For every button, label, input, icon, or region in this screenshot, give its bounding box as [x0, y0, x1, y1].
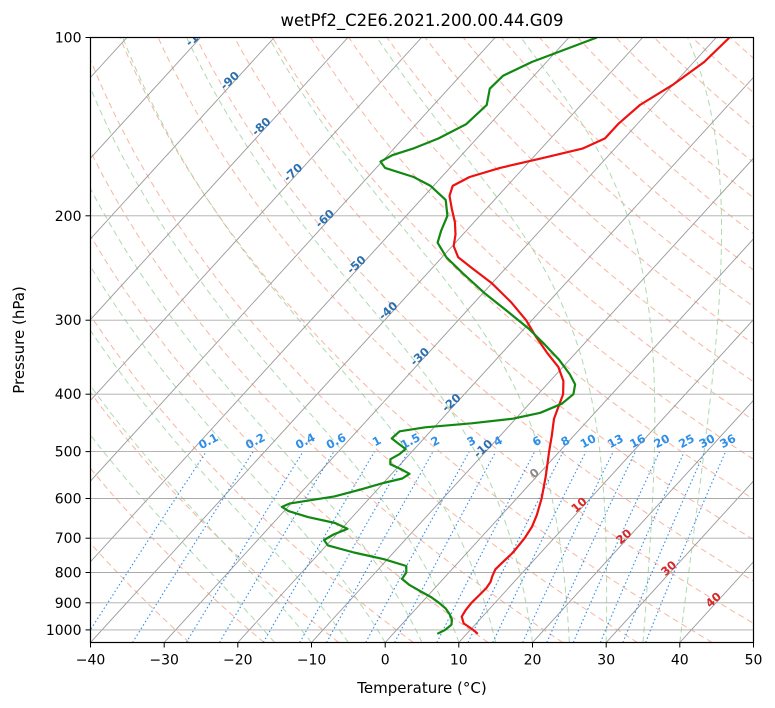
chart-title: wetPf2_C2E6.2021.200.00.44.G09 [280, 11, 563, 31]
dry-adiabat-line [157, 37, 754, 624]
axes: −40 −30 −20 −10 0 10 20 30 40 50 1000 900 800 700 600 5… [46, 31, 763, 669]
moist-adiabat-line [90, 187, 423, 643]
y-tick-label: 1000 [46, 623, 82, 639]
y-axis-title: Pressure (hPa) [10, 286, 28, 394]
skewed-isotherm [90, 37, 643, 643]
plot-frame [89, 36, 755, 644]
skewed-isotherm [311, 157, 754, 643]
mixing-ratio-line [572, 451, 661, 643]
moist-adiabat-line [376, 37, 608, 643]
moist-adiabat-line [122, 37, 497, 643]
x-axis-title: Temperature (°C) [356, 679, 486, 697]
x-tick-label: 10 [450, 653, 468, 669]
x-tick-label: 0 [381, 653, 390, 669]
profile-series [280, 37, 731, 635]
x-tick-label: −40 [76, 653, 106, 669]
mixing-ratio-line [326, 451, 434, 643]
mixing-ratio-line [185, 451, 304, 643]
skewed-isotherm [237, 76, 754, 643]
mixing-ratio-line [599, 451, 685, 643]
moist-adiabat-line [520, 37, 656, 643]
dry-adiabat-line [195, 37, 754, 582]
mixing-ratio-line [132, 451, 254, 643]
mixing-ratio-label: 10 [578, 431, 599, 451]
dry-adiabat-line [90, 150, 564, 643]
dewpoint-profile-line [280, 37, 598, 635]
moist-adiabat-line [90, 265, 386, 643]
skewed-isotherm [90, 37, 275, 240]
y-tick-label: 200 [55, 209, 82, 225]
skewed-isotherm [384, 238, 754, 643]
background-lines [90, 37, 754, 643]
dry-adiabat-line [90, 467, 265, 643]
skewed-isotherm [532, 399, 754, 643]
dry-adiabat-line [90, 58, 638, 643]
mixing-ratio-label: 13 [605, 431, 626, 451]
mixing-ratio-label: 16 [627, 431, 648, 451]
moist-adiabat-line [90, 86, 460, 643]
skewed-isotherm [90, 37, 201, 159]
y-tick-label: 300 [55, 313, 82, 329]
skewed-isotherm [605, 480, 754, 643]
x-tick-label: 30 [597, 653, 615, 669]
y-tick-label: 900 [55, 596, 82, 612]
y-tick-label: 500 [55, 445, 82, 461]
mixing-ratio-label: 30 [697, 431, 718, 451]
x-tick-label: −30 [149, 653, 179, 669]
dry-adiabat-line [272, 37, 754, 500]
skewed-isotherm [90, 37, 349, 321]
y-tick-label: 700 [55, 531, 82, 547]
x-tick-label: 40 [671, 653, 689, 669]
mixing-ratio-line [90, 451, 207, 631]
skewed-isotherm [163, 37, 717, 643]
mixing-ratio-line [467, 451, 564, 643]
x-tick-label: 50 [745, 653, 763, 669]
mixing-ratio-label: 20 [651, 431, 672, 451]
y-tick-label: 100 [55, 31, 82, 47]
y-tick-label: 600 [55, 492, 82, 508]
isotherm-label: -100 [183, 20, 214, 50]
dry-adiabat-line [386, 37, 754, 383]
skewed-isotherm [90, 37, 496, 482]
y-tick-label: 800 [55, 566, 82, 582]
skewed-isotherm [90, 37, 422, 401]
mixing-ratio-line [394, 451, 497, 643]
moist-adiabat-line [268, 37, 570, 643]
mixing-ratio-line [645, 451, 727, 643]
moist-adiabat-line [679, 37, 722, 643]
y-tick-label: 400 [55, 387, 82, 403]
mixing-ratio-line [365, 451, 470, 643]
dry-adiabat-line [348, 37, 754, 421]
dry-adiabat-line [90, 542, 190, 643]
dry-adiabat-line [90, 234, 489, 643]
x-tick-label: −20 [223, 653, 253, 669]
x-tick-label: −10 [297, 653, 327, 669]
dry-adiabat-line [310, 37, 754, 460]
moist-adiabat-line [186, 37, 533, 643]
temperature-profile-line [448, 37, 731, 635]
skewed-isotherm [90, 37, 570, 563]
dry-adiabat-line [119, 37, 713, 643]
moist-adiabat-line [90, 329, 349, 643]
x-tick-label: 20 [524, 653, 542, 669]
mixing-ratio-label: 25 [676, 431, 697, 451]
mixing-ratio-line [622, 451, 706, 643]
skewed-isotherm [458, 318, 754, 643]
mixing-ratio-label: 36 [717, 431, 738, 451]
